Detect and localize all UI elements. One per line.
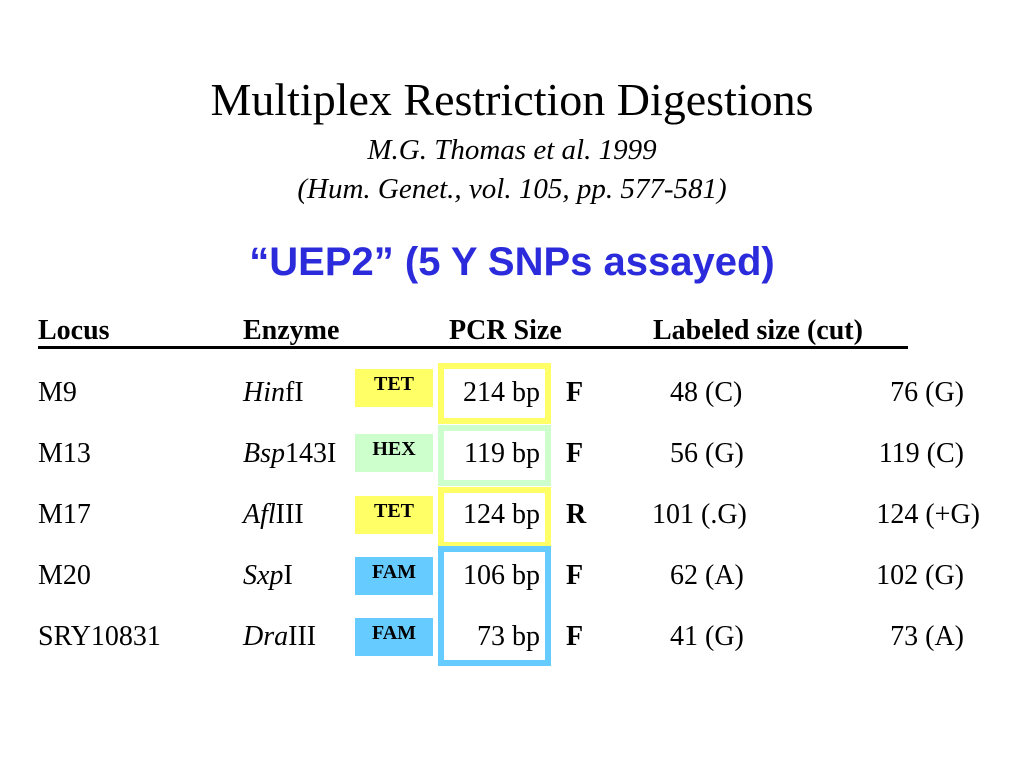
enzyme-cell: AflIII <box>243 498 304 532</box>
cut-size-1: 48 (C) <box>670 377 743 408</box>
cut-size-2: 119 (C) <box>878 438 964 469</box>
dye-badge-hex: HEX <box>355 434 433 472</box>
locus-cell: M9 <box>38 377 77 408</box>
header-locus: Locus <box>38 315 110 346</box>
pcr-frame-yellow-m17 <box>438 487 551 548</box>
citation-authors: M.G. Thomas et al. 1999 <box>367 134 657 166</box>
pcr-size-cell: 106 bp <box>463 560 540 591</box>
pcr-frame-yellow-m9 <box>438 363 551 424</box>
enzyme-cell: HinfI <box>243 376 304 410</box>
pcr-size-cell: 214 bp <box>463 377 540 408</box>
header-pcr-size: PCR Size <box>449 315 562 346</box>
slide-title: Multiplex Restriction Digestions <box>210 74 814 125</box>
cut-size-2: 73 (A) <box>890 621 964 652</box>
enzyme-italic: Afl <box>243 499 276 530</box>
header-enzyme: Enzyme <box>243 315 340 346</box>
cut-size-1: 56 (G) <box>670 438 744 469</box>
dye-badge-fam: FAM <box>355 618 433 656</box>
dye-badge-tet: TET <box>355 496 433 534</box>
cut-size-1: 62 (A) <box>670 560 744 591</box>
strand-cell: F <box>566 438 584 469</box>
enzyme-italic: Bsp <box>243 438 285 469</box>
cut-size-2: 124 (+G) <box>876 499 980 530</box>
strand-cell: F <box>566 621 584 652</box>
locus-cell: M17 <box>38 499 91 530</box>
strand-cell: F <box>566 377 584 408</box>
header-labeled-size: Labeled size (cut) <box>653 315 863 346</box>
pcr-size-cell: 119 bp <box>464 438 540 469</box>
pcr-frame-green-m13 <box>438 425 551 486</box>
cut-size-2: 102 (G) <box>876 560 964 591</box>
strand-cell: F <box>566 560 584 591</box>
enzyme-suffix: III <box>275 499 304 530</box>
pcr-size-cell: 124 bp <box>463 499 540 530</box>
enzyme-italic: Sxp <box>243 560 284 591</box>
locus-cell: M13 <box>38 438 91 469</box>
enzyme-cell: DraIII <box>243 620 316 654</box>
enzyme-italic: Hin <box>243 377 285 408</box>
cut-size-1: 101 (.G) <box>652 499 747 530</box>
strand-cell: R <box>566 499 587 530</box>
cut-size-1: 41 (G) <box>670 621 744 652</box>
slide-subtitle: “UEP2” (5 Y SNPs assayed) <box>249 240 775 284</box>
pcr-frame-blue-m20-sry <box>438 546 551 666</box>
locus-cell: SRY10831 <box>38 621 161 652</box>
dye-badge-tet: TET <box>355 369 433 407</box>
enzyme-suffix: I <box>283 560 293 591</box>
enzyme-suffix: 143I <box>285 438 337 469</box>
enzyme-cell: SxpI <box>243 559 293 593</box>
pcr-size-cell: 73 bp <box>477 621 540 652</box>
enzyme-italic: Dra <box>243 621 289 652</box>
enzyme-cell: Bsp143I <box>243 437 336 471</box>
locus-cell: M20 <box>38 560 91 591</box>
enzyme-suffix: III <box>288 621 317 652</box>
header-underline <box>38 346 908 349</box>
enzyme-suffix: fI <box>285 377 304 408</box>
dye-badge-fam: FAM <box>355 557 433 595</box>
cut-size-2: 76 (G) <box>890 377 964 408</box>
citation-journal: (Hum. Genet., vol. 105, pp. 577-581) <box>297 173 727 205</box>
